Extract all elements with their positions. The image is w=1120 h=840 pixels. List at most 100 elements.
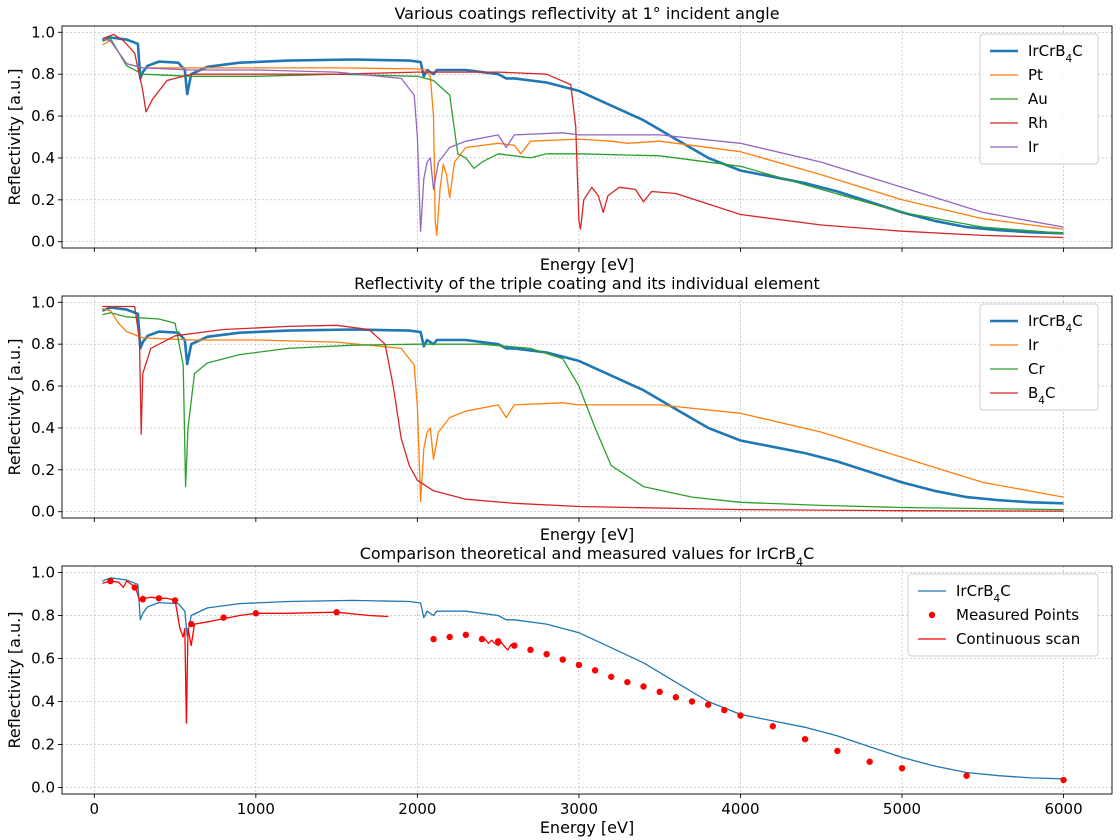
y-tick-label: 0.6 xyxy=(31,377,55,395)
measured-point xyxy=(155,595,163,602)
measured-point xyxy=(672,694,680,701)
legend-entry: Pt xyxy=(1028,66,1043,84)
y-tick-label: 0.0 xyxy=(31,779,55,797)
legend-swatch xyxy=(928,611,936,619)
y-tick-label: 0.2 xyxy=(31,191,55,209)
measured-point xyxy=(446,633,453,641)
chart-panel-3: 0.0 0.2 0.4 0.6 0.8 1.0 0 1000 2000 3000 4000 5000 6… xyxy=(5,544,1113,837)
x-tick-label: 3000 xyxy=(560,800,598,818)
measured-point xyxy=(834,747,841,755)
x-axis-label: Energy [eV] xyxy=(540,818,634,837)
x-tick-label: 6000 xyxy=(1044,800,1082,818)
y-axis-label: Reflectivity [a.u.] xyxy=(5,338,24,475)
measured-point xyxy=(656,688,663,696)
measured-point xyxy=(575,661,583,669)
y-tick-label: 0.4 xyxy=(31,419,55,437)
legend-box xyxy=(907,573,1099,657)
y-tick-label: 0.4 xyxy=(31,149,55,167)
measured-point xyxy=(898,764,906,772)
y-tick-label: 0.6 xyxy=(31,107,55,125)
series-line-rh xyxy=(102,33,1064,239)
chart-title: Various coatings reflectivity at 1° inci… xyxy=(394,4,779,23)
legend-entry: Rh xyxy=(1028,114,1048,132)
measured-point xyxy=(704,701,712,708)
y-tick-label: 0.0 xyxy=(31,503,55,521)
x-tick-label: 4000 xyxy=(721,800,759,818)
series-line-pt xyxy=(102,40,1064,237)
series-line-continuous-scan xyxy=(102,580,389,724)
x-axis-label: Energy [eV] xyxy=(540,255,634,274)
measured-point xyxy=(220,614,227,621)
axes-frame xyxy=(61,295,1113,519)
y-tick-label: 0.8 xyxy=(31,606,55,624)
measured-point xyxy=(511,642,518,649)
measured-point xyxy=(608,673,615,680)
chart-title: Comparison theoretical and measured valu… xyxy=(360,544,815,569)
series-line-b4c xyxy=(102,305,1064,512)
measured-point xyxy=(543,650,550,658)
measured-point xyxy=(333,609,340,616)
legend-entry: IrCrB4C xyxy=(956,582,1011,605)
measured-point xyxy=(252,610,260,617)
legend-entry: IrCrB4C xyxy=(1028,312,1083,335)
measured-point xyxy=(478,635,486,643)
plot-area xyxy=(102,577,1067,784)
measured-point xyxy=(131,584,138,591)
measured-point xyxy=(1060,776,1067,784)
y-axis-label: Reflectivity [a.u.] xyxy=(5,611,24,748)
measured-point xyxy=(139,596,146,603)
measured-point xyxy=(866,758,873,765)
axes-frame xyxy=(61,565,1113,795)
y-tick-label: 1.0 xyxy=(31,293,55,311)
measured-point xyxy=(721,706,728,714)
measured-point xyxy=(801,735,809,743)
series-line-ir xyxy=(102,37,1064,232)
x-axis-label: Energy [eV] xyxy=(540,525,634,544)
measured-point xyxy=(624,678,631,686)
plot-area xyxy=(101,33,1064,239)
axes-frame xyxy=(61,25,1113,249)
legend-entry: Ir xyxy=(1028,138,1039,156)
legend-entry: Continuous scan xyxy=(956,630,1080,648)
series-line-continuous-scan-2 xyxy=(481,638,515,651)
legend-box xyxy=(979,303,1099,411)
chart-title: Reflectivity of the triple coating and i… xyxy=(354,274,820,293)
series-line-ir xyxy=(102,307,1064,502)
x-tick-label: 2000 xyxy=(398,800,436,818)
measured-point xyxy=(559,656,566,663)
measured-point xyxy=(591,667,599,674)
legend-entry: Measured Points xyxy=(956,606,1079,624)
x-tick-label: 0 xyxy=(90,800,100,818)
legend-entry: Au xyxy=(1028,90,1048,108)
x-tick-label: 1000 xyxy=(237,800,275,818)
measured-point xyxy=(430,635,437,643)
y-tick-label: 0.4 xyxy=(31,693,55,711)
measured-point xyxy=(737,712,744,719)
chart-panel-1: 0.0 0.2 0.4 0.6 0.8 1.0 Various coatings refle… xyxy=(5,4,1113,274)
measured-point xyxy=(462,631,470,639)
y-tick-label: 0.0 xyxy=(31,233,55,251)
y-tick-label: 0.8 xyxy=(31,335,55,353)
series-line-ircrb4c xyxy=(102,577,1064,780)
legend-entry: B4C xyxy=(1028,384,1055,407)
y-tick-label: 0.8 xyxy=(31,65,55,83)
measured-point xyxy=(107,577,114,585)
x-tick-label: 5000 xyxy=(883,800,921,818)
measured-point xyxy=(171,597,179,604)
legend-box xyxy=(979,33,1099,165)
measured-point xyxy=(640,683,647,690)
y-tick-label: 0.2 xyxy=(31,736,55,754)
y-tick-label: 0.6 xyxy=(31,649,55,667)
measured-point xyxy=(527,646,534,654)
measured-point xyxy=(188,620,195,628)
y-tick-label: 0.2 xyxy=(31,461,55,479)
chart-panel-2: 0.0 0.2 0.4 0.6 0.8 1.0 Reflectivity of the tr… xyxy=(5,274,1113,544)
y-axis-label: Reflectivity [a.u.] xyxy=(5,68,24,205)
y-tick-label: 1.0 xyxy=(31,23,55,41)
legend-entry: Cr xyxy=(1028,360,1045,378)
series-line-ircrb4c xyxy=(101,306,1064,505)
